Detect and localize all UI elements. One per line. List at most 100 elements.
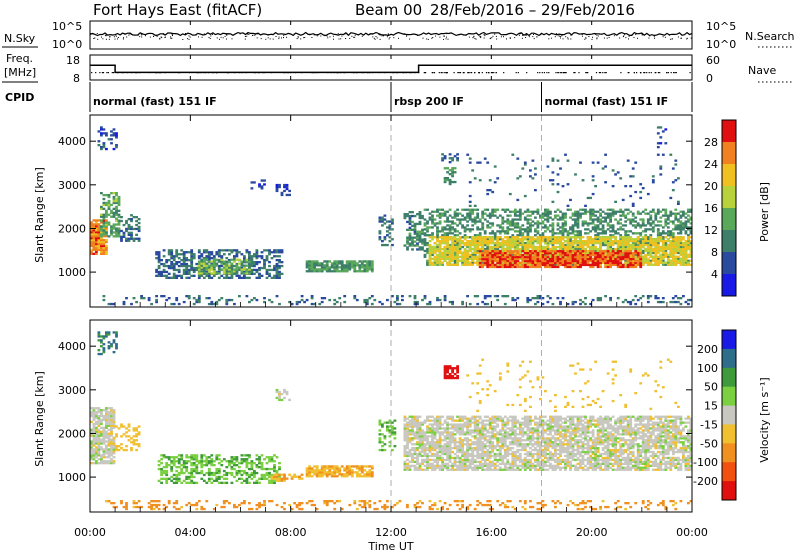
power-cell [594, 261, 597, 265]
power-cell [677, 240, 680, 243]
power-cell [614, 236, 617, 239]
power-cell [443, 242, 447, 245]
power-cell [190, 268, 194, 272]
power-cell [235, 262, 239, 266]
power-cell [518, 247, 522, 251]
nsearch-point [389, 37, 391, 39]
power-cell [596, 234, 600, 237]
power-cell [217, 251, 221, 254]
power-cell [338, 260, 342, 263]
power-cell [609, 261, 612, 265]
power-cell [278, 276, 281, 279]
nave-point [200, 72, 202, 74]
power-cell [566, 234, 570, 237]
power-cell [556, 208, 560, 211]
power-cell [566, 254, 570, 257]
power-cell [506, 222, 510, 225]
power-cell [478, 259, 482, 262]
power-cell [398, 302, 402, 306]
power-cell [591, 214, 595, 217]
power-cell [473, 295, 477, 298]
power-cell [531, 257, 535, 261]
power-cell [636, 232, 640, 235]
power-cell [473, 236, 477, 239]
power-cell [320, 266, 324, 269]
power-cell [609, 212, 612, 215]
power-cell [539, 242, 542, 245]
power-cell [258, 255, 261, 258]
power-cell [476, 234, 480, 237]
power-cell [135, 237, 138, 240]
nsearch-point [509, 37, 511, 39]
power-cell [466, 240, 469, 243]
power-cell [674, 218, 678, 221]
nave-point [136, 72, 138, 74]
power-cell [671, 263, 675, 266]
power-cell [584, 254, 587, 257]
power-cell [137, 229, 141, 233]
power-cell [97, 240, 101, 244]
power-cell [636, 254, 640, 257]
power-cell [566, 230, 570, 233]
power-cell [408, 216, 412, 220]
power-cell [634, 245, 638, 249]
nsearch-point [409, 38, 411, 40]
power-cell [463, 261, 467, 264]
nsearch-point [172, 35, 173, 36]
power-cell [677, 228, 680, 231]
power-cell [508, 245, 512, 249]
power-cell [526, 234, 530, 237]
power-cell [240, 270, 244, 273]
nsearch-point [432, 37, 434, 38]
power-cell [506, 238, 510, 241]
power-cell [574, 255, 577, 259]
power-cell [581, 208, 585, 211]
power-cell [631, 257, 635, 261]
power-cell [601, 236, 605, 239]
power-cell [503, 236, 507, 239]
nave-point [258, 72, 260, 74]
date-range: 28/Feb/2016 – 29/Feb/2016 [430, 1, 635, 19]
nave-point [666, 72, 668, 74]
power-cell [604, 220, 607, 223]
power-cell [260, 274, 264, 277]
power-cell [456, 214, 459, 217]
power-cell [451, 300, 454, 304]
power-cell [534, 254, 537, 257]
power-cell [348, 266, 352, 269]
power-cell [634, 247, 638, 251]
power-cell [554, 261, 557, 265]
power-cell [649, 218, 653, 221]
power-cell [483, 238, 487, 241]
power-cell [112, 197, 116, 201]
power-cell [649, 236, 653, 239]
nave-point [561, 72, 563, 74]
power-cell [205, 249, 209, 252]
power-cell [656, 263, 660, 266]
power-cell [639, 224, 643, 227]
nave-point [204, 72, 207, 74]
power-cell [107, 221, 111, 224]
nave-label: Nave [748, 64, 776, 77]
power-cell [626, 265, 630, 269]
power-cell [130, 214, 133, 217]
power-cell [486, 214, 490, 217]
power-cell [102, 207, 106, 210]
power-cell [338, 297, 342, 300]
nsearch-point [495, 35, 497, 37]
power-cell [230, 266, 234, 270]
power-cell [250, 268, 254, 272]
power-cell [172, 274, 176, 277]
power-cell [426, 208, 429, 211]
power-cell [584, 263, 587, 267]
power-cell [629, 240, 633, 243]
power-cell [353, 260, 357, 263]
power-cell [436, 257, 439, 260]
power-cell [689, 259, 693, 262]
power-cell [225, 272, 229, 275]
power-cell [601, 242, 605, 245]
power-cell [102, 233, 106, 236]
power-cell [596, 261, 600, 265]
power-cell [508, 255, 512, 259]
nave-point [440, 72, 442, 74]
